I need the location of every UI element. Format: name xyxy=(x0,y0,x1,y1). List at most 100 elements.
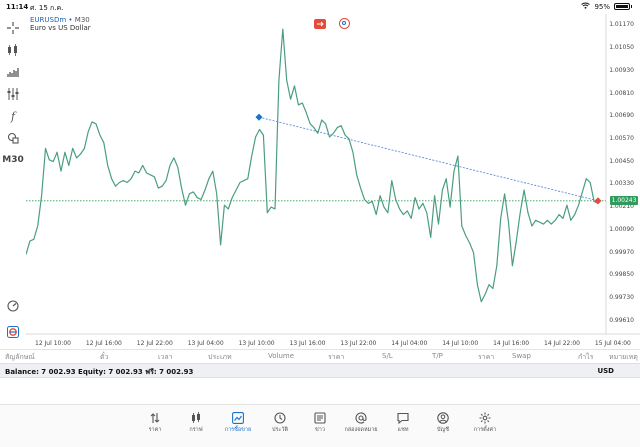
column-header[interactable]: ราคา xyxy=(328,353,345,361)
y-tick-label: 1.00450 xyxy=(609,157,634,165)
y-tick-label: 0.99970 xyxy=(609,248,634,256)
crosshair-icon[interactable] xyxy=(3,20,23,36)
x-tick-label: 12 Jul 22:00 xyxy=(136,340,173,347)
candles-icon xyxy=(178,409,214,423)
y-tick-label: 1.00330 xyxy=(609,180,634,188)
nav-item-label: การซื้อขาย xyxy=(224,427,252,433)
x-tick-label: 13 Jul 22:00 xyxy=(340,340,377,347)
x-tick-label: 12 Jul 10:00 xyxy=(35,340,71,347)
nav-item[interactable]: การซื้อขาย xyxy=(220,409,256,434)
column-header[interactable]: T/P xyxy=(432,352,443,360)
symbol-description: Euro vs US Dollar xyxy=(30,24,91,32)
timeframe-label: M30 xyxy=(2,155,24,165)
column-header[interactable]: หมายเหตุ xyxy=(609,353,638,361)
price-chart[interactable]: EURUSDm • M30 Euro vs US Dollar 1.01170 1… xyxy=(26,14,640,348)
chart-type-icon[interactable] xyxy=(3,64,23,80)
column-header[interactable]: กำไร xyxy=(578,353,594,361)
arrows-updown-icon xyxy=(137,409,173,423)
nav-item[interactable]: ข่าว xyxy=(302,409,338,434)
news-icon xyxy=(302,409,338,424)
status-date: ศ. 15 ก.ค. xyxy=(30,4,64,12)
column-header[interactable]: Volume xyxy=(268,352,295,360)
speed-gauge-icon[interactable] xyxy=(3,298,23,314)
nav-item-label: กราฟ xyxy=(189,427,203,433)
column-header[interactable]: ตั๋ว xyxy=(100,353,109,361)
symbol-separator: • xyxy=(68,16,73,24)
y-tick-label: 1.00930 xyxy=(609,66,634,74)
y-tick-label: 1.00090 xyxy=(609,225,634,233)
symbol-header[interactable]: EURUSDm • M30 xyxy=(30,16,90,24)
battery-icon xyxy=(614,3,630,10)
trendline[interactable] xyxy=(258,116,599,202)
balance-equity-text: Balance: 7 002.93 Equity: 7 002.93 ฟรี: … xyxy=(5,368,194,376)
nav-item[interactable]: ประวัติ xyxy=(262,409,298,434)
y-tick-label: 0.99610 xyxy=(609,316,634,324)
chat-icon xyxy=(385,409,421,425)
nav-item[interactable]: การตั้งค่า xyxy=(467,409,503,434)
price-series-line xyxy=(26,28,599,303)
column-header[interactable]: ราคา xyxy=(478,353,495,361)
nav-item[interactable]: กราฟ xyxy=(178,409,214,434)
settings-sliders-icon[interactable] xyxy=(3,86,23,102)
x-tick-label: 14 Jul 22:00 xyxy=(544,340,580,347)
y-tick-label: 0.99730 xyxy=(609,293,634,301)
mail-at-icon xyxy=(343,409,379,424)
indicators-icon[interactable] xyxy=(3,42,23,58)
y-tick-label: 1.00690 xyxy=(609,112,634,120)
status-bar: 11:14 ศ. 15 ก.ค. 95% xyxy=(0,0,640,14)
trade-chart-icon xyxy=(220,409,256,424)
x-tick-label: 14 Jul 10:00 xyxy=(442,340,479,347)
objects-icon[interactable] xyxy=(3,130,23,146)
nav-item-label: บัญชี xyxy=(437,427,449,433)
nav-item-label: ข่าว xyxy=(315,427,325,433)
y-tick-label: 1.00810 xyxy=(609,89,634,97)
nav-item-label: กล่องจดหมาย xyxy=(344,427,378,433)
column-header[interactable]: เวลา xyxy=(158,353,173,361)
x-tick-label: 13 Jul 10:00 xyxy=(238,340,275,347)
column-header[interactable]: สัญลักษณ์ xyxy=(5,353,35,361)
y-tick-label: 0.99850 xyxy=(609,271,634,279)
function-icon[interactable]: f xyxy=(10,109,16,123)
battery-percent: 95% xyxy=(594,2,610,11)
y-tick-label: 1.01170 xyxy=(609,21,634,29)
column-header[interactable]: S/L xyxy=(382,352,393,360)
history-icon xyxy=(262,409,298,424)
settings-icon xyxy=(467,409,503,424)
x-tick-label: 12 Jul 16:00 xyxy=(85,340,122,347)
nav-item-label: ราคา xyxy=(148,427,162,433)
broker-logo-icon[interactable] xyxy=(3,324,23,340)
chart-toolbar: f M30 xyxy=(0,14,26,348)
nav-item[interactable]: กล่องจดหมาย xyxy=(343,409,379,434)
x-tick-label: 13 Jul 04:00 xyxy=(187,340,224,347)
timeframe-button[interactable]: M30 xyxy=(2,152,24,168)
symbol-name: EURUSDm xyxy=(30,16,67,24)
status-time: 11:14 xyxy=(6,3,29,11)
x-tick-label: 14 Jul 16:00 xyxy=(493,340,530,347)
chart-canvas[interactable] xyxy=(26,14,640,348)
nav-item[interactable]: ราคา xyxy=(137,409,173,434)
nav-item[interactable]: บัญชี xyxy=(425,409,461,434)
trade-table-header: สัญลักษณ์ ตั๋ว เวลา ประเภท Volume ราคา S/L T/P ร… xyxy=(0,349,640,361)
one-click-trade-icon[interactable] xyxy=(314,19,326,29)
symbol-timeframe: M30 xyxy=(74,16,90,24)
account-currency: USD xyxy=(597,367,614,375)
y-tick-label: 1.01050 xyxy=(609,44,634,52)
y-tick-label: 1.00210 xyxy=(609,203,634,211)
x-tick-label: 13 Jul 16:00 xyxy=(289,340,326,347)
status-indicators: 95% xyxy=(581,2,632,11)
trendline-end-handle[interactable] xyxy=(594,197,602,205)
nav-item[interactable]: แชท xyxy=(385,409,421,434)
x-tick-label: 15 Jul 04:00 xyxy=(594,340,631,347)
nav-item-label: แชท xyxy=(397,427,409,433)
current-price-badge: 1.00243 xyxy=(610,196,638,206)
account-icon xyxy=(425,409,461,424)
trendline-start-handle[interactable] xyxy=(255,113,263,121)
column-header[interactable]: Swap xyxy=(512,352,531,360)
y-tick-label: 1.00570 xyxy=(609,134,634,142)
broker-badge-icon[interactable] xyxy=(339,18,350,29)
nav-item-label: ประวัติ xyxy=(271,427,289,433)
bottom-nav: ราคา กราฟ การซื้อขาย ประวัติ ข่าว กล่องจดหมาย… xyxy=(0,404,640,447)
wifi-icon xyxy=(581,2,591,11)
nav-item-label: การตั้งค่า xyxy=(473,427,497,433)
column-header[interactable]: ประเภท xyxy=(208,353,232,361)
